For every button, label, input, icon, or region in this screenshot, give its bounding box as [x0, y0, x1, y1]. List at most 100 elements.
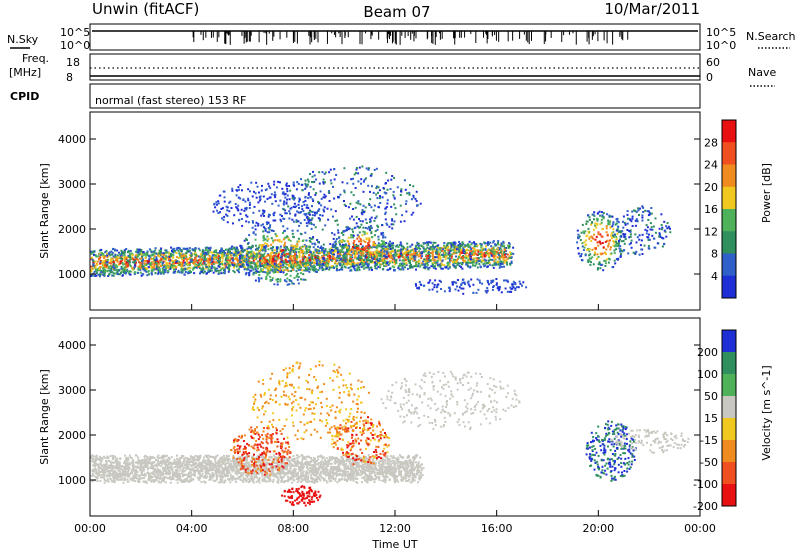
power-cell — [317, 249, 319, 252]
power-cell — [285, 280, 288, 283]
power-cell — [236, 247, 239, 250]
power-cell — [202, 271, 205, 274]
power-cell — [255, 269, 258, 272]
power-cell — [251, 226, 254, 229]
power-cell — [265, 263, 268, 266]
power-cell — [332, 249, 334, 252]
power-cell — [275, 246, 278, 249]
power-cell — [183, 255, 186, 258]
power-cell — [170, 264, 173, 267]
power-cell — [450, 244, 453, 247]
power-cell — [349, 254, 352, 257]
power-cell — [485, 262, 488, 265]
power-cell — [373, 245, 375, 248]
power-cell — [385, 251, 388, 253]
power-cell — [443, 242, 446, 244]
power-cell — [341, 250, 344, 253]
power-cell — [264, 271, 267, 274]
power-cell — [112, 264, 115, 267]
power-cell — [232, 258, 235, 261]
power-cell — [312, 181, 315, 184]
power-cell — [361, 234, 364, 237]
power-cell — [305, 252, 308, 255]
power-cell — [171, 261, 174, 263]
power-cell — [247, 256, 250, 259]
power-cell — [327, 260, 330, 263]
power-cell — [274, 239, 277, 242]
power-cell — [108, 266, 110, 269]
power-cell — [343, 255, 346, 258]
power-cell — [221, 217, 223, 220]
power-cell — [260, 265, 263, 267]
power-cell — [438, 253, 440, 256]
power-cell — [226, 206, 229, 209]
power-cell — [459, 242, 462, 245]
power-cell — [462, 242, 465, 245]
power-cell — [100, 249, 103, 251]
power-cell — [279, 199, 282, 202]
power-cell — [458, 254, 461, 257]
power-cell — [264, 229, 267, 232]
power-cell — [336, 219, 339, 222]
freq-right-label: Nave — [748, 66, 776, 79]
power-cell — [112, 272, 115, 275]
power-cell — [311, 257, 314, 260]
power-cell — [414, 250, 417, 252]
power-cell — [257, 253, 259, 256]
power-cell — [199, 272, 201, 275]
power-cell — [121, 254, 124, 257]
power-cell — [163, 268, 166, 271]
power-cell — [348, 259, 351, 262]
power-cell — [265, 260, 268, 263]
power-cell — [274, 219, 277, 222]
power-cell — [473, 241, 475, 244]
power-cell — [125, 271, 127, 274]
power-cell — [280, 249, 283, 252]
power-cell — [418, 265, 421, 268]
power-cell — [236, 189, 239, 192]
power-cell — [464, 256, 467, 259]
power-cell — [393, 261, 396, 264]
power-cell — [105, 250, 108, 253]
power-cell — [286, 198, 289, 201]
power-cell — [482, 263, 485, 266]
power-cell — [455, 251, 458, 254]
power-cell — [282, 260, 285, 263]
power-cell — [279, 280, 282, 283]
power-cell — [251, 220, 254, 223]
power-cell — [462, 249, 465, 252]
power-cell — [239, 184, 242, 186]
power-cell — [369, 256, 372, 258]
power-cell — [344, 251, 347, 254]
power-cell — [106, 256, 109, 258]
power-cell — [273, 258, 276, 261]
power-cell — [283, 255, 286, 258]
power-cell — [172, 271, 175, 274]
power-cell — [410, 213, 413, 216]
power-cell — [272, 246, 275, 248]
power-cell — [158, 266, 161, 269]
power-cell — [288, 198, 291, 201]
power-cell — [502, 260, 505, 263]
power-cell — [349, 263, 352, 266]
power-cell — [403, 263, 406, 266]
power-cell — [298, 267, 301, 270]
power-cell — [438, 254, 441, 257]
power-cell — [391, 219, 394, 222]
power-cell — [169, 264, 172, 267]
power-cell — [149, 249, 152, 252]
power-cell — [285, 184, 288, 186]
power-cell — [307, 180, 310, 183]
power-cell — [238, 261, 241, 264]
power-cell — [259, 254, 262, 257]
power-cell — [389, 243, 391, 246]
power-cell — [223, 268, 226, 270]
power-cell — [409, 253, 412, 256]
power-cell — [127, 260, 130, 263]
power-cell — [271, 249, 274, 252]
power-cell — [221, 263, 223, 265]
power-cell — [399, 194, 402, 196]
power-cell — [247, 266, 250, 268]
frequency-panel-frame — [89, 53, 701, 81]
power-cell — [153, 264, 156, 267]
